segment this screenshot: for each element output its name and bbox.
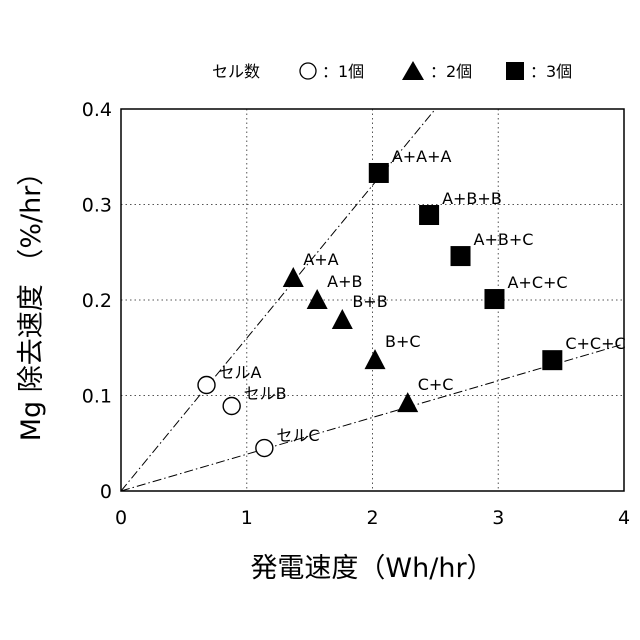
data-point-label: B+B — [352, 292, 387, 311]
data-point-square — [542, 350, 562, 370]
data-point-circle — [256, 440, 273, 457]
data-point-label: A+A — [303, 250, 338, 269]
data-point-triangle — [365, 349, 386, 369]
data-point-triangle — [307, 289, 328, 309]
data-point-label: C+C+C — [565, 334, 625, 353]
data-point-triangle — [283, 267, 304, 287]
data-point-square — [451, 246, 471, 266]
legend-entry-label: ：3個 — [530, 62, 572, 81]
y-tick-label: 0.2 — [82, 290, 112, 312]
scatter-chart: 0 1 2 3 4 0 0.1 0.2 0.3 0.4 セルA セルB セルC A+A A+BB+B B+C… — [0, 0, 640, 640]
axis-ticks: 0 1 2 3 4 0 0.1 0.2 0.3 0.4 — [82, 99, 630, 529]
y-tick-label: 0.4 — [82, 99, 112, 121]
data-point-label: セルC — [276, 426, 319, 445]
data-point-square — [419, 205, 439, 225]
data-point-circle — [198, 376, 215, 393]
y-tick-label: 0.1 — [82, 386, 112, 408]
x-tick-label: 4 — [618, 507, 630, 529]
legend-triangle-icon — [402, 61, 424, 80]
data-point-label: A+A+A — [392, 147, 452, 166]
legend-title: セル数 — [212, 62, 260, 81]
x-tick-label: 3 — [492, 507, 504, 529]
legend-square-icon — [506, 62, 524, 80]
data-point-label: C+C — [418, 375, 454, 394]
data-point-label: A+C+C — [507, 273, 567, 292]
data-point-label: A+B+C — [474, 230, 534, 249]
data-point-square — [484, 289, 504, 309]
y-axis-label: Mg 除去速度 （%/hr） — [16, 159, 47, 442]
y-tick-label: 0 — [100, 481, 112, 503]
x-tick-label: 0 — [115, 507, 127, 529]
legend-entry-label: ：1個 — [322, 62, 364, 81]
legend-entry-label: ：2個 — [430, 62, 472, 81]
data-point-triangle — [332, 309, 353, 329]
y-tick-label: 0.3 — [82, 195, 112, 217]
chart-figure: 0 1 2 3 4 0 0.1 0.2 0.3 0.4 セルA セルB セルC A+A A+BB+B B+C… — [0, 0, 640, 640]
x-tick-label: 1 — [241, 507, 253, 529]
data-point-label: セルA — [219, 363, 262, 382]
legend-circle-icon — [300, 63, 316, 79]
data-point-label: B+C — [385, 332, 421, 351]
data-point-label: セルB — [244, 384, 287, 403]
data-point-label: A+B — [327, 272, 362, 291]
x-tick-label: 2 — [366, 507, 378, 529]
data-point-label: A+B+B — [442, 189, 502, 208]
x-axis-label: 発電速度（Wh/hr） — [250, 553, 493, 584]
data-point-circle — [223, 398, 240, 415]
point-labels: セルA セルB セルC A+A A+BB+B B+C C+C A+A+A A+B+B A+B+C A… — [219, 147, 626, 445]
data-point-square — [369, 163, 389, 183]
legend: セル数 ：1個 ：2個 ：3個 — [212, 61, 572, 81]
